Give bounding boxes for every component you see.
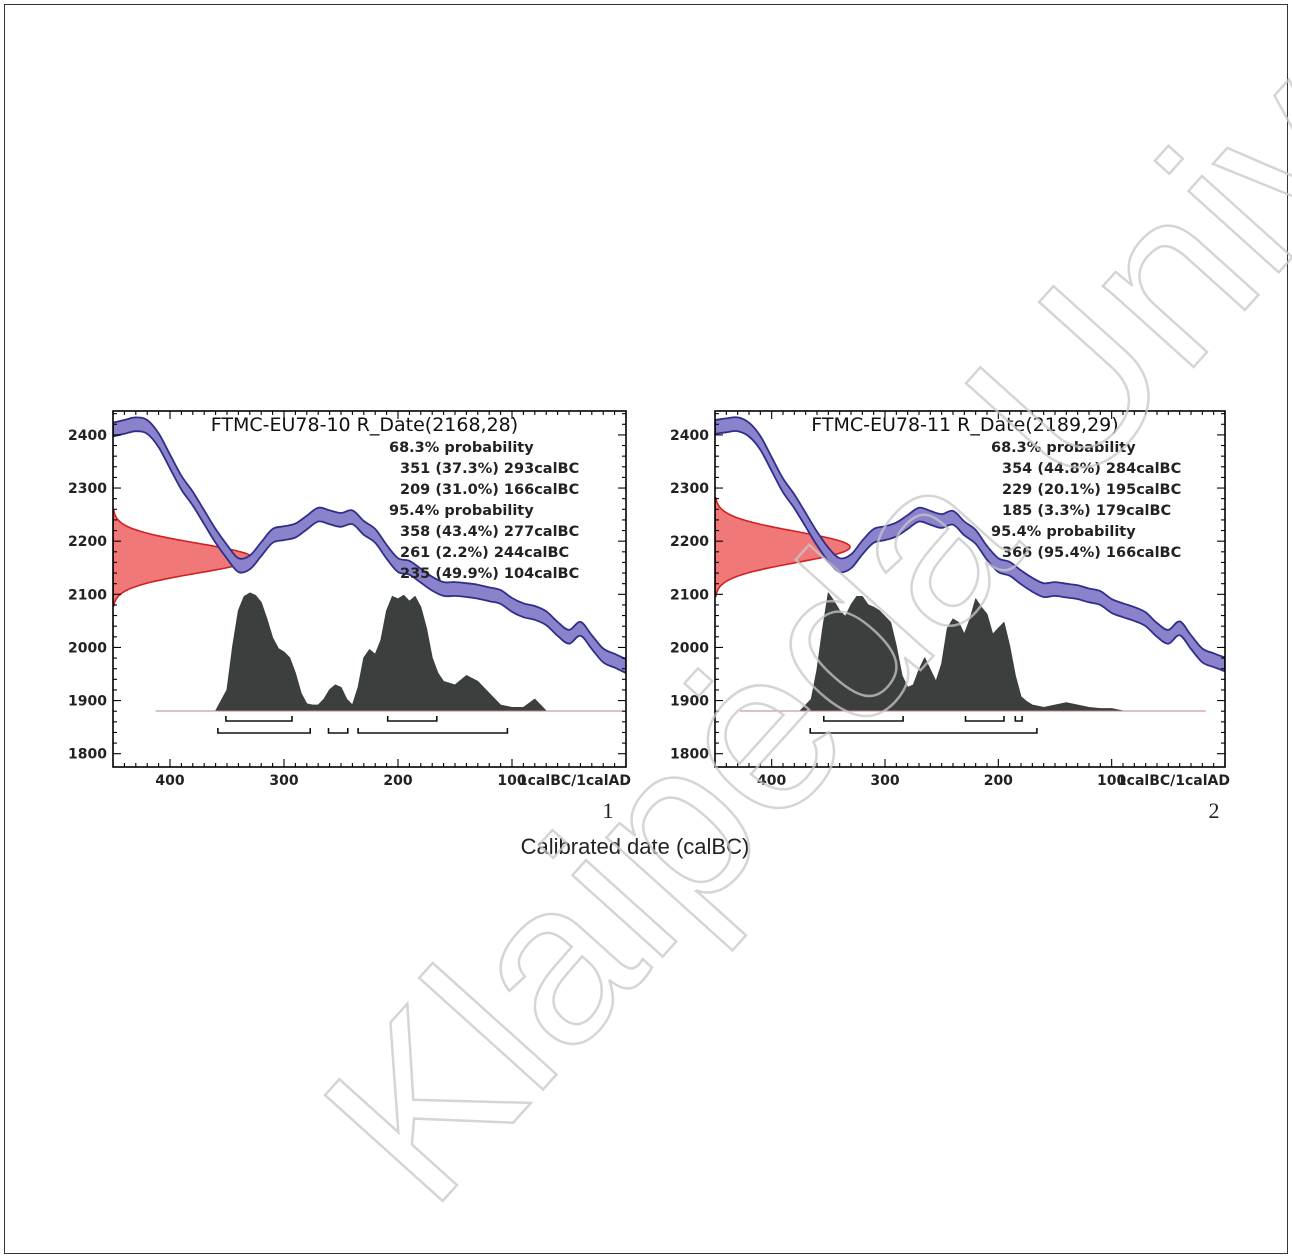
- calibration-curve-band: [113, 416, 626, 674]
- y-tick-label: 2100: [68, 587, 107, 603]
- y-tick-label: 2000: [670, 640, 709, 656]
- probability-range: 358 (43.4%) 277calBC: [400, 524, 579, 540]
- x-axis-label: Calibrated date (calBC): [521, 834, 750, 859]
- x-end-label: 1calBC/1calAD: [1117, 773, 1230, 789]
- range-95-bracket-1: [217, 728, 311, 734]
- panel-label: 2: [1209, 798, 1220, 823]
- chart-title: FTMC-EU78-11 R_Date(2189,29): [811, 414, 1118, 436]
- calibration-curve-band: [715, 416, 1225, 673]
- posterior-distribution: [215, 592, 570, 712]
- plot-frame: [714, 410, 1226, 768]
- x-tick-label: 200: [984, 773, 1013, 789]
- chart-panel-1: 1800 1900 2000 2100 2200 2300 2400 400 300 200 100…: [68, 410, 631, 823]
- range-95-bracket-1: [809, 728, 1038, 734]
- probability-range: 351 (37.3%) 293calBC: [400, 461, 579, 477]
- x-tick-label: 300: [269, 773, 298, 789]
- x-tick-label: 200: [383, 773, 412, 789]
- probability-range: 229 (20.1%) 195calBC: [1002, 482, 1181, 498]
- y-tick-label: 2200: [670, 534, 709, 550]
- x-end-label: 1calBC/1calAD: [518, 773, 631, 789]
- y-tick-label: 2300: [68, 481, 107, 497]
- probability-range: 185 (3.3%) 179calBC: [1002, 503, 1171, 519]
- range-95-bracket-2: [327, 728, 349, 734]
- probability-range: 354 (44.8%) 284calBC: [1002, 461, 1181, 477]
- y-tick-label: 2300: [670, 481, 709, 497]
- probability-range: 261 (2.2%) 244calBC: [400, 545, 569, 561]
- x-tick-label: 100: [497, 773, 526, 789]
- probability-range: 366 (95.4%) 166calBC: [1002, 545, 1181, 561]
- posterior-distribution: [799, 592, 1147, 712]
- plot-frame: [112, 410, 627, 768]
- x-tick-label: 100: [1097, 773, 1126, 789]
- chart-title: FTMC-EU78-10 R_Date(2168,28): [211, 414, 518, 436]
- y-tick-label: 1900: [68, 694, 107, 710]
- range-68-bracket-1: [225, 716, 293, 722]
- figure-border: [4, 4, 1288, 1254]
- probability-header: 68.3% probability: [389, 440, 534, 456]
- range-95-bracket-3: [357, 728, 509, 734]
- x-tick-label: 400: [155, 773, 184, 789]
- y-tick-label: 2400: [670, 428, 709, 444]
- probability-range: 209 (31.0%) 166calBC: [400, 482, 579, 498]
- y-tick-label: 2200: [68, 534, 107, 550]
- chart-panel-2: 1800 1900 2000 2100 2200 2300 2400 400 300 200 100…: [670, 410, 1230, 823]
- y-tick-label: 1800: [68, 747, 107, 763]
- y-tick-label: 2100: [670, 587, 709, 603]
- range-68-bracket-2: [386, 716, 438, 722]
- probability-header: 95.4% probability: [991, 524, 1136, 540]
- probability-header: 95.4% probability: [389, 503, 534, 519]
- y-tick-label: 1800: [670, 747, 709, 763]
- plot-area: [113, 416, 626, 712]
- range-68-bracket-1: [823, 716, 904, 722]
- probability-header: 68.3% probability: [991, 440, 1136, 456]
- x-tick-label: 300: [870, 773, 899, 789]
- range-68-bracket-3: [1014, 716, 1023, 722]
- probability-range: 235 (49.9%) 104calBC: [400, 566, 579, 582]
- radiocarbon-distribution: [715, 496, 851, 598]
- y-tick-label: 1900: [670, 694, 709, 710]
- range-68-bracket-2: [964, 716, 1005, 722]
- y-tick-label: 2400: [68, 428, 107, 444]
- y-tick-label: 2000: [68, 640, 107, 656]
- panel-label: 1: [603, 798, 614, 823]
- x-tick-label: 400: [757, 773, 786, 789]
- plot-area: [715, 416, 1225, 712]
